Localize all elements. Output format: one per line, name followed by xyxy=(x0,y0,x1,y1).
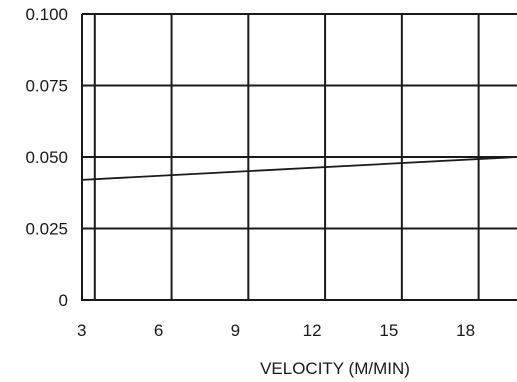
y-tick-label: 0.075 xyxy=(25,77,68,96)
x-tick-label: 12 xyxy=(303,321,322,340)
series-layer xyxy=(81,156,517,181)
y-tick-labels: 0 0.025 0.050 0.075 0.100 xyxy=(25,5,68,310)
y-tick-label: 0.025 xyxy=(25,220,68,239)
x-tick-label: 15 xyxy=(379,321,398,340)
series-line xyxy=(81,156,517,181)
x-tick-labels: 3 6 9 12 15 18 xyxy=(77,321,475,340)
y-tick-label: 0.050 xyxy=(25,148,68,167)
x-tick-label: 18 xyxy=(456,321,475,340)
x-tick-label: 3 xyxy=(77,321,86,340)
y-tick-label: 0 xyxy=(59,291,68,310)
x-axis-title: VELOCITY (M/MIN) xyxy=(260,359,410,378)
x-tick-label: 6 xyxy=(154,321,163,340)
x-tick-label: 9 xyxy=(231,321,240,340)
grid-lines xyxy=(81,13,517,301)
y-tick-label: 0.100 xyxy=(25,5,68,24)
